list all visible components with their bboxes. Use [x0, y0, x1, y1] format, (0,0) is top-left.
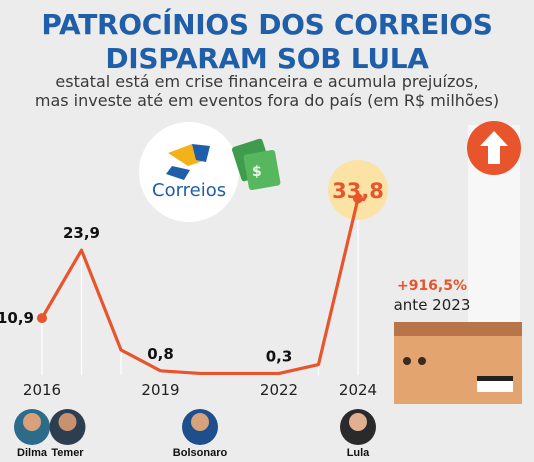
- correios-logo: Correios: [139, 122, 239, 222]
- cardboard-box-icon: [394, 322, 522, 404]
- svg-text:$: $: [252, 164, 262, 180]
- chart-title: PATROCÍNIOS DOS CORREIOS DISPARAM SOB LU…: [0, 8, 534, 76]
- president-label-lula: Lula: [347, 447, 370, 459]
- subtitle-line-2: mas investe até em eventos fora do país …: [34, 91, 500, 110]
- president-label-dilma: Dilma: [17, 447, 48, 459]
- avatar-bolsonaro-face: [191, 413, 209, 431]
- data-label-2022: 0,3: [266, 347, 293, 365]
- tick-label-2022: 2022: [260, 381, 298, 399]
- avatar-dilma-face: [23, 413, 41, 431]
- growth-text: ante 2023: [394, 296, 471, 314]
- growth-value: +916,5%: [397, 278, 467, 294]
- money-bill-icon: $: [232, 138, 281, 191]
- chart-subtitle: estatal está em crise financeira e acumu…: [0, 72, 534, 110]
- series-line: [40, 198, 360, 376]
- tick-label-2019: 2019: [141, 381, 179, 399]
- logo-mark-blue: [192, 144, 210, 162]
- avatar-temer-face: [58, 413, 77, 431]
- data-label-2019: 0,8: [147, 345, 174, 363]
- title-line-1: PATROCÍNIOS DOS CORREIOS: [41, 8, 493, 41]
- data-label-2016: 10,9: [0, 309, 34, 327]
- data-point-2024: [353, 193, 363, 204]
- president-label-temer: Temer: [51, 447, 84, 459]
- line-chart: 10,9 23,9 0,8 0,3 33,8 2016 2019 2022 2024 Dilma T…: [0, 160, 470, 459]
- title-line-2: DISPARAM SOB LULA: [105, 42, 429, 75]
- president-label-bolsonaro: Bolsonaro: [173, 447, 228, 459]
- data-point-2016: [37, 313, 47, 324]
- logo-text: Correios: [152, 180, 226, 201]
- avatar-lula-face: [349, 413, 367, 431]
- tick-label-2016: 2016: [23, 381, 61, 399]
- data-label-2024: 33,8: [332, 179, 384, 203]
- up-arrow-icon: [467, 121, 521, 175]
- logo-mark-blue-lower: [166, 166, 190, 180]
- subtitle-line-1: estatal está em crise financeira e acumu…: [55, 72, 479, 91]
- tick-label-2024: 2024: [339, 381, 377, 399]
- highlight-circle: [328, 160, 388, 220]
- data-label-2017: 23,9: [63, 224, 100, 242]
